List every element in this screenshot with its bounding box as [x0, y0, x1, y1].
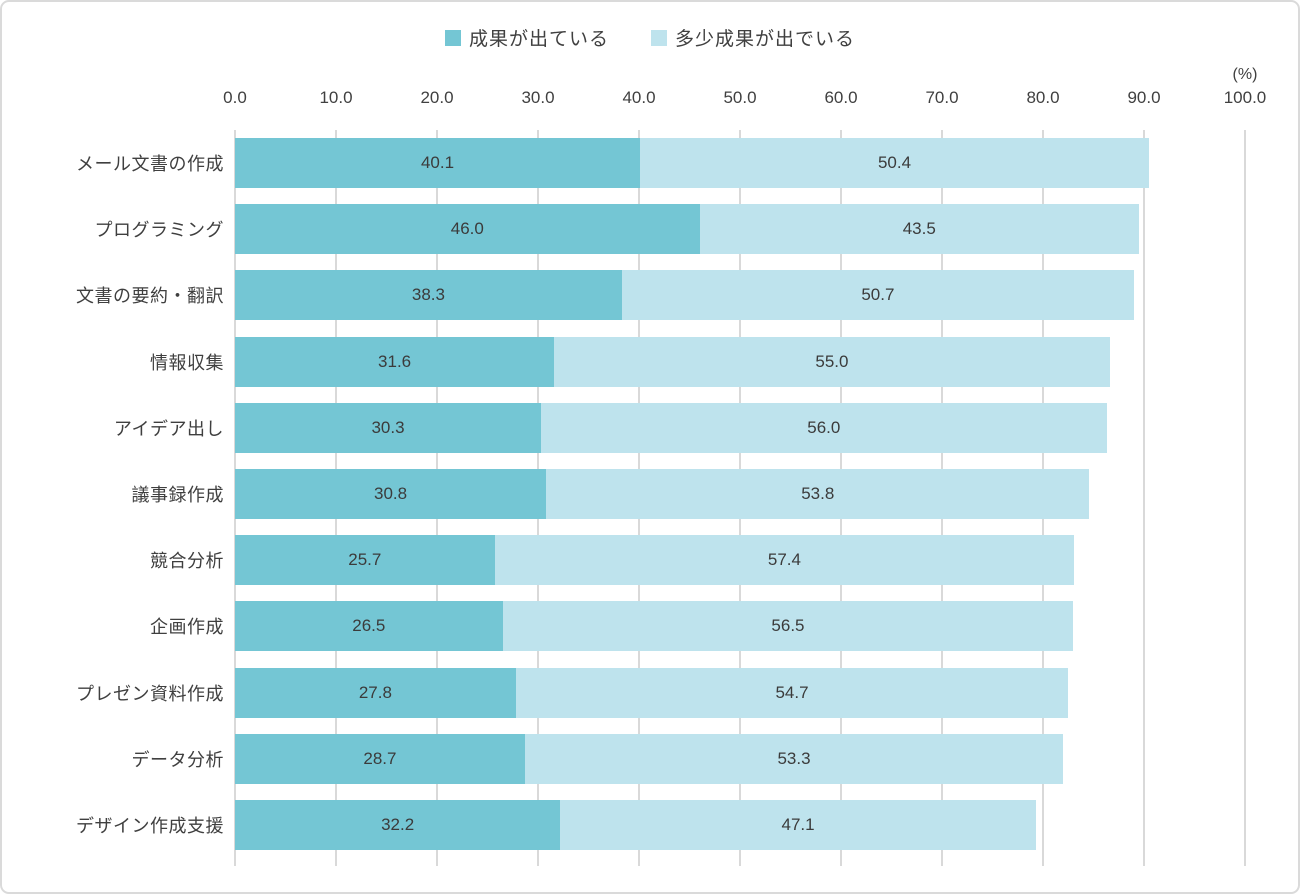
category-label: データ分析: [131, 749, 224, 770]
bar-row: 30.3 56.0: [235, 402, 1107, 453]
bar-value-label: 47.1: [781, 814, 815, 834]
bar-row: 46.0 43.5: [235, 204, 1139, 255]
bar-segment-series1: 25.7: [235, 535, 495, 586]
category-label: プログラミング: [94, 220, 224, 241]
axis-tick-label: 50.0: [723, 88, 757, 107]
category-label: メール文書の作成: [76, 154, 224, 175]
bar-segment-series1: 46.0: [235, 204, 700, 255]
legend-item: 成果が出ている: [444, 24, 609, 51]
bar-value-label: 50.4: [877, 153, 912, 173]
bar-value-label: 25.7: [348, 550, 382, 570]
category-label: 議事録作成: [131, 484, 224, 505]
axis-tick-label: 60.0: [824, 88, 858, 107]
bar-value-label: 27.8: [358, 682, 392, 702]
axis-tick-label: 40.0: [622, 88, 656, 107]
bar-row: 40.1 50.4: [235, 138, 1150, 189]
axis-tick-label: 80.0: [1026, 88, 1060, 107]
axis-tick-label: 90.0: [1127, 88, 1161, 107]
bar-value-label: 28.7: [363, 748, 397, 768]
bar-segment-series2: 53.3: [524, 733, 1064, 784]
axis-tick-label: 100.0: [1223, 88, 1267, 107]
bar-segment-series1: 40.1: [235, 138, 640, 189]
bar-value-label: 57.4: [767, 550, 801, 570]
bar-segment-series2: 50.4: [640, 138, 1150, 189]
bar-row: 28.7 53.3: [235, 733, 1064, 784]
bar-segment-series2: 50.7: [621, 270, 1134, 321]
bar-value-label: 55.0: [815, 351, 849, 371]
bar-value-label: 38.3: [411, 285, 445, 305]
category-label: プレゼン資料作成: [76, 683, 224, 704]
category-label: 競合分析: [150, 551, 224, 572]
bar-segment-series2: 57.4: [494, 535, 1075, 586]
bar-value-label: 40.1: [420, 153, 455, 173]
bar-segment-series1: 31.6: [235, 336, 555, 387]
legend: 成果が出ている 多少成果が出でいる: [2, 24, 1298, 51]
bar-value-label: 43.5: [902, 219, 936, 239]
bar-segment-series1: 30.8: [235, 469, 547, 519]
bar-value-label: 30.3: [371, 417, 405, 437]
axis-tick-label: 20.0: [420, 88, 454, 107]
bar-row: 32.2 47.1: [235, 799, 1036, 850]
bar-segment-series1: 26.5: [235, 601, 503, 652]
bar-row: 25.7 57.4: [235, 535, 1075, 586]
legend-item: 多少成果が出でいる: [651, 24, 855, 51]
bar-segment-series2: 43.5: [699, 204, 1139, 255]
bar-value-label: 26.5: [352, 616, 386, 636]
bar-segment-series1: 38.3: [235, 270, 622, 321]
gridline: [1244, 130, 1246, 866]
bar-segment-series1: 27.8: [235, 667, 516, 718]
bar-segment-series1: 28.7: [235, 733, 525, 784]
bar-segment-series2: 54.7: [515, 667, 1069, 718]
bar-row: 27.8 54.7: [235, 667, 1069, 718]
legend-swatch-icon: [651, 29, 667, 46]
bar-segment-series2: 47.1: [560, 799, 1036, 850]
bar-value-label: 46.0: [450, 219, 484, 239]
axis-tick-label: 70.0: [925, 88, 959, 107]
axis-tick-label: 0.0: [223, 88, 247, 107]
axis-tick-label: 30.0: [521, 88, 555, 107]
legend-label: 成果が出ている: [468, 29, 609, 50]
category-label: アイデア出し: [113, 418, 224, 439]
category-label: 文書の要約・翻訳: [76, 286, 224, 307]
bar-row: 30.8 53.8: [235, 469, 1090, 519]
bar-value-label: 53.3: [777, 748, 811, 768]
category-label: 企画作成: [150, 617, 224, 638]
bar-value-label: 56.5: [771, 616, 805, 636]
bar-value-label: 56.0: [807, 417, 841, 437]
bar-segment-series2: 53.8: [546, 469, 1090, 519]
bar-value-label: 31.6: [378, 351, 412, 371]
bar-segment-series2: 56.5: [502, 601, 1074, 652]
bar-value-label: 32.2: [381, 814, 415, 834]
legend-label: 多少成果が出でいる: [675, 29, 856, 50]
bar-segment-series1: 30.3: [235, 402, 542, 453]
bar-value-label: 53.8: [801, 484, 835, 503]
legend-swatch-icon: [444, 29, 461, 46]
category-label: 情報収集: [150, 352, 224, 373]
category-label: デザイン作成支援: [76, 815, 224, 836]
gridline: [1143, 130, 1145, 866]
axis-unit-label: (%): [1232, 66, 1258, 83]
bar-value-label: 54.7: [775, 682, 809, 702]
bar-segment-series2: 56.0: [541, 402, 1107, 453]
bar-row: 31.6 55.0: [235, 336, 1110, 387]
bar-segment-series2: 55.0: [554, 336, 1110, 387]
bar-value-label: 30.8: [373, 484, 408, 503]
axis-tick-label: 10.0: [319, 88, 353, 107]
bar-row: 26.5 56.5: [235, 601, 1074, 652]
bar-row: 38.3 50.7: [235, 270, 1134, 321]
bar-value-label: 50.7: [861, 285, 895, 305]
bar-segment-series1: 32.2: [235, 799, 561, 850]
